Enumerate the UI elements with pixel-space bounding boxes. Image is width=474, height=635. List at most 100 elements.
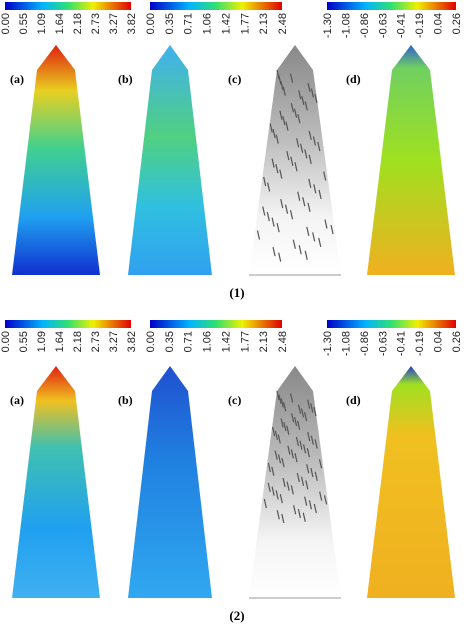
colorbar xyxy=(327,320,456,328)
colorbar-tick-label: 3.27 xyxy=(108,331,120,352)
streak xyxy=(282,115,286,126)
streak xyxy=(267,182,271,192)
colorbar-tick-label: 0.26 xyxy=(451,331,463,352)
streak xyxy=(298,90,302,100)
panel-label: (b) xyxy=(118,393,133,407)
streak xyxy=(298,245,302,255)
streak xyxy=(263,498,267,509)
streak xyxy=(276,510,280,520)
colorbar-tick-label: -1.30 xyxy=(322,13,334,38)
streak xyxy=(280,418,284,428)
contour-shape xyxy=(128,366,212,598)
contour-shape xyxy=(12,366,100,598)
colorbar-tick-label: 0.35 xyxy=(164,331,176,352)
colorbar-tick-label: 2.18 xyxy=(72,13,84,34)
streak xyxy=(280,398,284,408)
streak xyxy=(323,495,328,505)
streak xyxy=(314,439,318,449)
streak xyxy=(280,199,284,209)
colorbar-tick-label: 2.48 xyxy=(277,331,289,352)
streak xyxy=(276,390,280,401)
streak xyxy=(300,143,304,153)
streak xyxy=(256,230,261,240)
streak xyxy=(313,503,317,514)
streak xyxy=(276,223,280,233)
mesh-shape xyxy=(249,366,341,598)
streak xyxy=(330,224,334,235)
streak xyxy=(296,138,300,148)
mesh-shape xyxy=(249,45,341,275)
streak xyxy=(306,226,310,236)
colorbar-tick-label: -0.63 xyxy=(377,13,389,38)
streak xyxy=(283,402,287,412)
streak xyxy=(302,197,306,207)
panel-label: (c) xyxy=(228,393,241,407)
colorbar-tick-label: 2.73 xyxy=(90,331,102,352)
colorbar-tick-label: 0.35 xyxy=(164,13,176,34)
colorbar-tick-label: 0.00 xyxy=(145,13,157,34)
streak xyxy=(277,434,281,444)
streak xyxy=(284,204,289,214)
streak xyxy=(290,393,294,403)
contour-shape xyxy=(12,45,100,275)
streak xyxy=(308,154,312,165)
streak xyxy=(305,480,309,490)
colorbar-tick-label: -0.86 xyxy=(359,13,371,38)
colorbar xyxy=(327,2,456,10)
contour-shape xyxy=(367,45,455,275)
streak xyxy=(295,436,300,447)
colorbar-tick-label: 3.82 xyxy=(126,13,138,34)
colorbar-tick-label: -0.41 xyxy=(396,13,408,38)
streak xyxy=(302,444,307,454)
colorbar-tick-label: 2.73 xyxy=(90,13,102,34)
streak xyxy=(324,219,328,229)
streak xyxy=(275,163,279,174)
colorbar-tick-label: -1.08 xyxy=(340,13,352,38)
streak xyxy=(307,202,311,212)
streak xyxy=(271,486,275,496)
row-label: (1) xyxy=(229,285,244,300)
streak xyxy=(290,485,294,495)
streak xyxy=(276,69,280,80)
colorbar-tick-label: -0.19 xyxy=(414,331,426,356)
streak xyxy=(286,425,290,435)
colorbar xyxy=(5,320,131,328)
colorbar-tick-label: 1.42 xyxy=(220,331,232,352)
streak xyxy=(318,237,322,248)
streak xyxy=(293,505,297,515)
colorbar-tick-label: 0.04 xyxy=(433,331,445,352)
streak xyxy=(279,169,283,179)
streak xyxy=(312,232,316,242)
streak xyxy=(294,162,298,172)
streak xyxy=(281,513,285,524)
streak xyxy=(285,121,289,131)
colorbar-tick-label: 1.64 xyxy=(54,331,66,352)
streak xyxy=(278,75,282,85)
streak xyxy=(297,191,301,201)
streak xyxy=(297,420,301,430)
streak xyxy=(302,512,306,522)
streak xyxy=(310,435,314,445)
streak xyxy=(293,416,298,427)
colorbar-tick-label: 1.64 xyxy=(54,13,66,34)
streak xyxy=(292,239,296,249)
streak xyxy=(308,130,312,141)
streak xyxy=(274,430,278,440)
streak xyxy=(318,189,322,200)
streak xyxy=(310,467,314,478)
streak xyxy=(291,413,295,423)
streak xyxy=(300,476,305,486)
contour-shape xyxy=(128,45,212,275)
colorbar-tick-label: -0.19 xyxy=(414,13,426,38)
colorbar xyxy=(150,2,282,10)
streak xyxy=(277,454,282,464)
streak xyxy=(313,184,317,194)
colorbar-tick-label: 0.71 xyxy=(183,13,195,34)
streak xyxy=(282,477,286,488)
colorbar-tick-label: 2.18 xyxy=(72,331,84,352)
streak xyxy=(310,403,314,413)
streak xyxy=(266,211,270,222)
streak xyxy=(290,156,294,166)
colorbar-tick-label: 0.00 xyxy=(0,331,12,352)
